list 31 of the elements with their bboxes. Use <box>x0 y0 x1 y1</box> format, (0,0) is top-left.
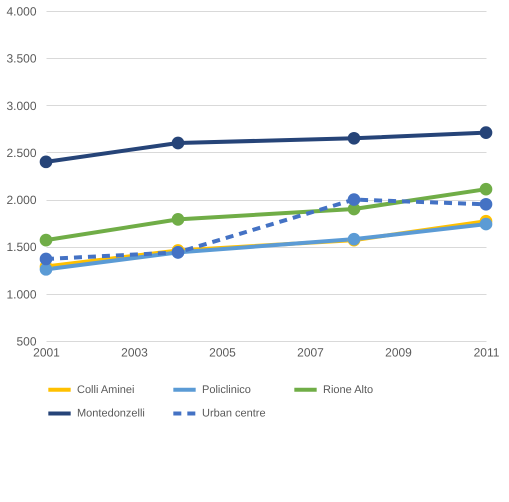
point <box>40 263 52 276</box>
legend-label: Montedonzelli <box>77 408 145 420</box>
x-tick-label: 2003 <box>121 346 148 360</box>
x-tick-label: 2007 <box>297 346 324 360</box>
point <box>172 213 184 226</box>
point <box>480 182 492 196</box>
y-tick-label: 2.500 <box>6 146 37 160</box>
point <box>480 198 492 211</box>
x-tick-label: 2011 <box>474 346 500 360</box>
legend-label: Policlinico <box>202 384 251 396</box>
y-tick-label: 3.500 <box>6 52 37 66</box>
y-tick-label: 3.000 <box>6 98 37 113</box>
y-tick-label: 1.000 <box>6 287 37 302</box>
x-tick-label: 2005 <box>209 346 236 360</box>
legend-label: Urban centre <box>202 408 266 420</box>
y-tick-label: 4.000 <box>6 4 37 18</box>
point <box>172 136 184 150</box>
x-tick-label: 2001 <box>33 346 60 360</box>
point <box>40 234 52 246</box>
y-tick-label: 1.500 <box>6 240 37 254</box>
point <box>480 126 492 139</box>
y-tick-label: 2.000 <box>6 193 37 208</box>
point <box>40 156 52 168</box>
y-tick-label: 500 <box>16 334 37 348</box>
x-tick-label: 2009 <box>385 346 412 360</box>
legend-label: Colli Aminei <box>77 384 134 396</box>
point <box>348 193 360 206</box>
legend-label: Rione Alto <box>323 384 374 396</box>
point <box>348 132 360 145</box>
point <box>480 218 492 230</box>
point <box>40 252 52 266</box>
